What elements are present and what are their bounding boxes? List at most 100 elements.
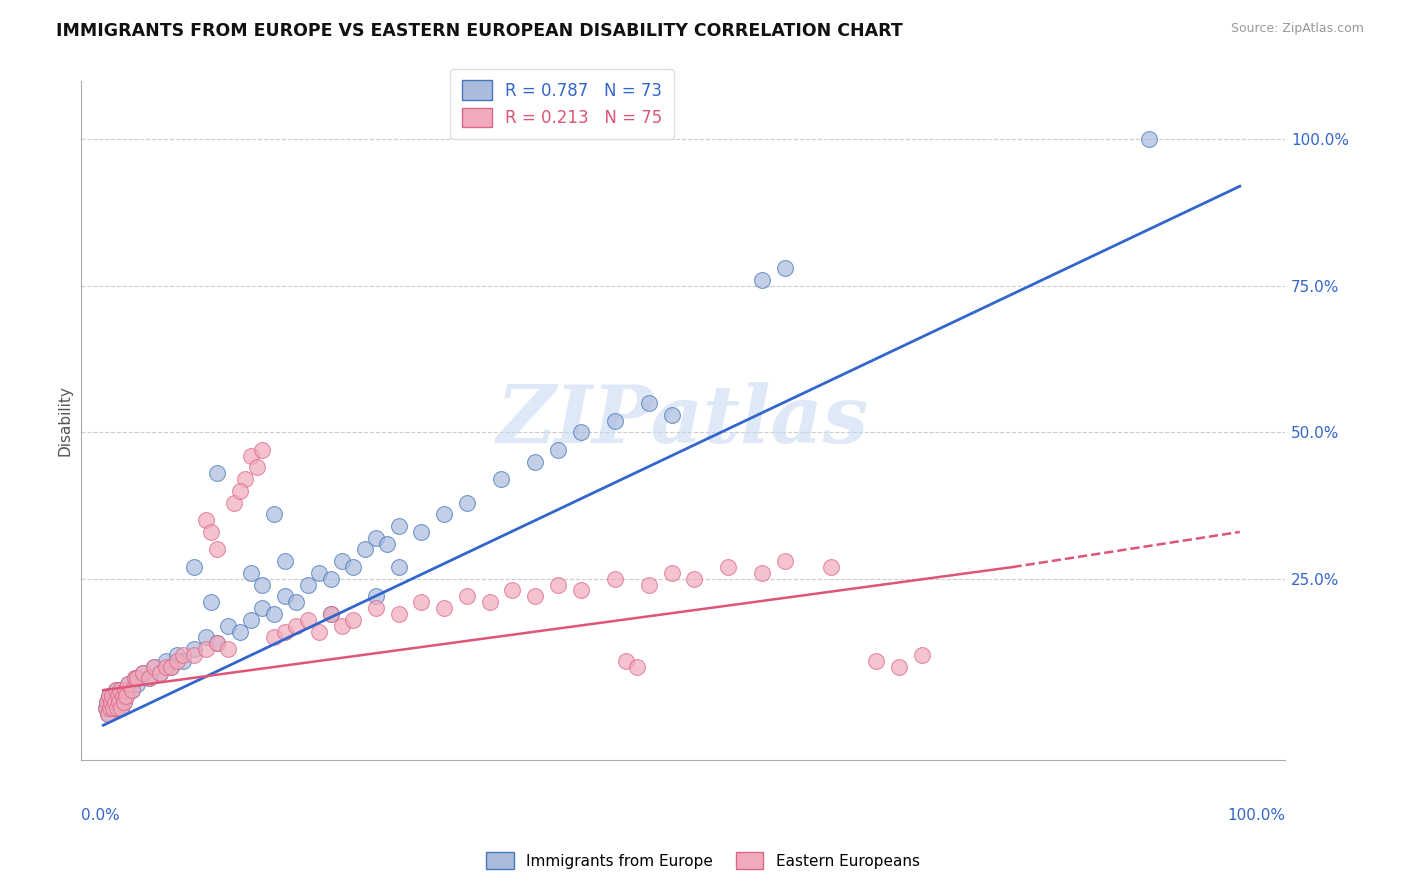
Point (388, 519, 411, 533)
Point (100, 695, 122, 709)
Point (111, 689, 134, 703)
Point (111, 689, 134, 703)
Point (364, 601, 387, 615)
Point (603, 414, 626, 428)
Point (661, 408, 683, 422)
Point (364, 590, 387, 604)
Point (103, 700, 125, 714)
Point (217, 618, 239, 632)
Text: ZIPatlas: ZIPatlas (496, 382, 869, 459)
Point (121, 683, 143, 698)
Point (456, 590, 478, 604)
Point (143, 659, 166, 673)
Point (110, 700, 132, 714)
Point (183, 642, 205, 657)
Point (97, 706, 120, 721)
Point (887, 659, 910, 673)
Point (569, 425, 592, 440)
Point (127, 672, 149, 686)
Point (117, 677, 139, 691)
Point (240, 613, 263, 627)
Point (94, 700, 117, 714)
Point (308, 566, 330, 580)
Point (353, 542, 375, 557)
Point (194, 631, 217, 645)
Point (112, 695, 135, 709)
Point (121, 683, 143, 698)
Point (124, 672, 146, 686)
Legend: R = 0.787   N = 73, R = 0.213   N = 75: R = 0.787 N = 73, R = 0.213 N = 75 (450, 69, 675, 139)
Point (603, 572, 626, 586)
Point (97, 689, 120, 703)
Point (637, 396, 659, 410)
Point (547, 442, 569, 457)
Point (569, 583, 592, 598)
Point (107, 689, 129, 703)
Point (96, 695, 118, 709)
Point (252, 442, 274, 457)
Point (132, 665, 155, 680)
Point (614, 654, 637, 668)
Point (1137, 132, 1160, 146)
Point (478, 595, 501, 609)
Point (205, 636, 228, 650)
Point (98, 700, 121, 714)
Point (132, 665, 155, 680)
Point (342, 613, 364, 627)
Point (228, 624, 250, 639)
Point (200, 524, 222, 539)
Point (274, 624, 297, 639)
Point (143, 659, 166, 673)
Point (433, 601, 456, 615)
Point (285, 595, 308, 609)
Point (246, 460, 269, 475)
Point (104, 683, 127, 698)
Point (104, 683, 127, 698)
Point (547, 577, 569, 591)
Point (319, 607, 342, 621)
Point (105, 700, 128, 714)
Point (683, 572, 706, 586)
Point (330, 554, 353, 568)
Text: 100.0%: 100.0% (1227, 808, 1285, 823)
Point (183, 560, 205, 574)
Point (101, 689, 124, 703)
Point (110, 683, 132, 698)
Point (114, 683, 136, 698)
Point (200, 595, 222, 609)
Point (160, 659, 183, 673)
Point (773, 554, 796, 568)
Point (228, 483, 250, 498)
Point (820, 560, 842, 574)
Point (252, 601, 274, 615)
Point (626, 659, 648, 673)
Point (101, 689, 124, 703)
Point (149, 665, 172, 680)
Text: IMMIGRANTS FROM EUROPE VS EASTERN EUROPEAN DISABILITY CORRELATION CHART: IMMIGRANTS FROM EUROPE VS EASTERN EUROPE… (56, 22, 903, 40)
Point (166, 648, 188, 662)
Point (489, 472, 512, 486)
Point (524, 590, 547, 604)
Point (240, 566, 263, 580)
Text: 0.0%: 0.0% (80, 808, 120, 823)
Point (319, 572, 342, 586)
Point (205, 636, 228, 650)
Point (98, 700, 121, 714)
Point (138, 672, 160, 686)
Point (751, 566, 773, 580)
Point (285, 618, 308, 632)
Point (194, 513, 217, 527)
Point (107, 689, 129, 703)
Point (501, 583, 523, 598)
Point (910, 648, 932, 662)
Point (205, 542, 228, 557)
Point (274, 590, 297, 604)
Point (330, 618, 353, 632)
Point (319, 607, 342, 621)
Point (124, 672, 146, 686)
Point (155, 659, 177, 673)
Point (865, 654, 887, 668)
Point (97, 706, 120, 721)
Point (342, 560, 364, 574)
Point (263, 508, 285, 522)
